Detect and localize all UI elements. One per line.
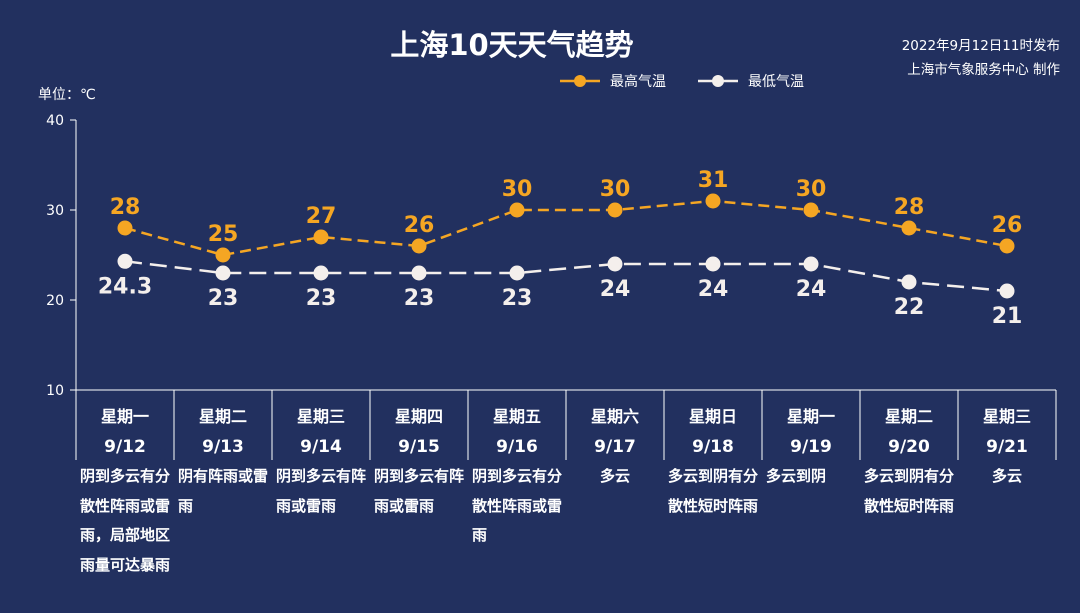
publish-time: 2022年9月12日11时发布 [901, 38, 1060, 54]
x-category-weekday: 星期二 [199, 407, 247, 426]
data-label-low: 22 [894, 295, 925, 320]
weather-description-row: 阴到多云有分散性阵雨或雷雨，局部地区雨量可达暴雨 阴有阵雨或雷雨 阴到多云有阵雨或雷… [76, 462, 1056, 580]
y-tick-label: 30 [46, 203, 64, 219]
series-line-low [124, 260, 1008, 293]
data-label-low: 21 [992, 304, 1023, 329]
data-label-high: 28 [894, 195, 925, 220]
x-category-date: 9/20 [888, 437, 930, 457]
data-point-high [313, 229, 329, 245]
chart-title: 上海10天天气趋势 [390, 28, 634, 62]
y-tick-label: 10 [46, 383, 64, 399]
legend-high-label: 最高气温 [610, 74, 666, 90]
legend: 最高气温 最低气温 [560, 71, 836, 91]
x-category-weekday: 星期一 [101, 407, 149, 426]
data-point-high [803, 202, 819, 218]
data-label-low: 24 [600, 277, 631, 302]
data-label-low: 23 [404, 286, 435, 311]
data-label-high: 26 [404, 213, 435, 238]
x-category-weekday: 星期一 [787, 407, 835, 426]
data-point-high [607, 202, 623, 218]
weather-description: 阴到多云有阵雨或雷雨 [374, 467, 465, 515]
unit-label: 单位：℃ [38, 87, 96, 103]
x-category-date: 9/13 [202, 437, 244, 457]
data-label-high: 31 [698, 168, 729, 193]
data-point-low [117, 253, 133, 269]
data-label-high: 30 [600, 177, 631, 202]
weather-description: 阴到多云有分散性阵雨或雷雨，局部地区雨量可达暴雨 [80, 467, 171, 574]
data-label-high: 26 [992, 213, 1023, 238]
weather-description: 多云 [991, 467, 1022, 485]
data-label-high: 30 [502, 177, 533, 202]
data-label-low: 24 [698, 277, 729, 302]
data-point-high [901, 220, 917, 236]
x-category-weekday: 星期日 [689, 407, 737, 426]
data-label-high: 28 [110, 195, 141, 220]
data-point-low [509, 265, 525, 281]
x-category-date: 9/19 [790, 437, 832, 457]
x-category-weekday: 星期六 [591, 407, 639, 426]
data-point-low [901, 274, 917, 290]
weather-description: 阴到多云有阵雨或雷雨 [276, 467, 367, 515]
data-label-high: 25 [208, 222, 239, 247]
y-tick-label: 20 [46, 293, 64, 309]
data-point-low [803, 256, 819, 272]
data-label-low: 24.3 [98, 274, 152, 299]
data-label-low: 23 [502, 286, 533, 311]
data-point-high [411, 238, 427, 254]
data-label-low: 24 [796, 277, 827, 302]
legend-high-marker [560, 75, 600, 87]
publisher: 上海市气象服务中心 制作 [907, 62, 1060, 78]
data-point-low [313, 265, 329, 281]
legend-low-marker [698, 75, 738, 87]
data-point-low [705, 256, 721, 272]
x-category-weekday: 星期五 [493, 407, 541, 426]
data-label-high: 27 [306, 204, 337, 229]
weather-description: 多云 [599, 467, 630, 485]
weather-description: 多云到阴有分散性短时阵雨 [864, 467, 955, 515]
series-line-high [124, 199, 1008, 257]
weather-description: 多云到阴 [766, 467, 827, 485]
data-point-high [509, 202, 525, 218]
publish-info: 2022年9月12日11时发布 上海市气象服务中心 制作 [902, 34, 1060, 82]
weather-description: 多云到阴有分散性短时阵雨 [668, 467, 759, 515]
x-category-date: 9/21 [986, 437, 1028, 457]
data-point-low [999, 283, 1015, 299]
data-point-high [705, 193, 721, 209]
legend-low-label: 最低气温 [748, 74, 804, 90]
data-label-low: 23 [306, 286, 337, 311]
data-point-high [117, 220, 133, 236]
data-point-low [215, 265, 231, 281]
data-point-high [215, 247, 231, 263]
x-category-weekday: 星期三 [297, 407, 345, 426]
x-category-date: 9/16 [496, 437, 538, 457]
x-category-date: 9/15 [398, 437, 440, 457]
data-point-low [607, 256, 623, 272]
data-point-low [411, 265, 427, 281]
x-category-weekday: 星期三 [983, 407, 1031, 426]
x-category-weekday: 星期二 [885, 407, 933, 426]
x-category-date: 9/17 [594, 437, 636, 457]
legend-item-low: 最低气温 [698, 71, 804, 91]
data-label-high: 30 [796, 177, 827, 202]
legend-item-high: 最高气温 [560, 71, 666, 91]
x-category-date: 9/14 [300, 437, 342, 457]
data-point-high [999, 238, 1015, 254]
data-label-low: 23 [208, 286, 239, 311]
weather-description: 阴到多云有分散性阵雨或雷雨 [472, 467, 563, 544]
x-category-date: 9/12 [104, 437, 146, 457]
y-tick-label: 40 [46, 113, 64, 129]
x-category-date: 9/18 [692, 437, 734, 457]
weather-description: 阴有阵雨或雷雨 [178, 467, 269, 515]
x-category-weekday: 星期四 [395, 407, 443, 426]
